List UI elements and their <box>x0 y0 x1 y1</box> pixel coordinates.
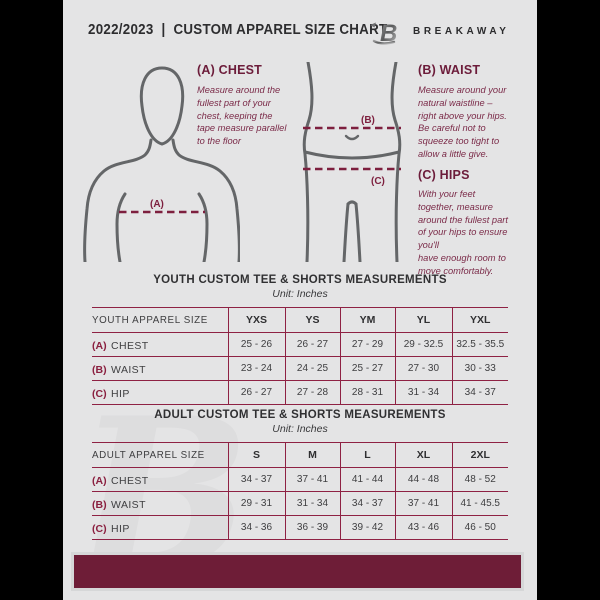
size-value: 44 - 48 <box>394 467 452 492</box>
size-value: 25 - 27 <box>339 356 395 381</box>
youth-hip-row: (C) HIP 26 - 27 27 - 28 28 - 31 31 - 34 … <box>92 380 508 405</box>
row-label: (C) HIP <box>92 387 130 400</box>
column-header: L <box>339 442 395 468</box>
column-header: YOUTH APPAREL SIZE <box>92 314 208 326</box>
hips-heading: (C) HIPS <box>418 168 470 182</box>
waist-heading: (B) WAIST <box>418 63 481 77</box>
adult-table-unit: Unit: Inches <box>272 423 328 435</box>
svg-text:B: B <box>380 20 397 47</box>
adult-table-title: ADULT CUSTOM TEE & SHORTS MEASUREMENTS <box>154 409 446 421</box>
row-label: (A) CHEST <box>92 339 149 352</box>
adult-size-table: ADULT APPAREL SIZE S M L XL 2XL (A) CHES… <box>92 442 508 540</box>
waist-marker-label: (B) <box>361 115 375 126</box>
size-value: 32.5 - 35.5 <box>451 332 508 357</box>
size-value: 37 - 41 <box>284 467 340 492</box>
size-value: 31 - 34 <box>284 491 340 516</box>
torso-chest-figure: (A) <box>83 66 240 262</box>
size-value: 28 - 31 <box>339 380 395 405</box>
adult-header-row: ADULT APPAREL SIZE S M L XL 2XL <box>92 442 508 468</box>
size-value: 37 - 41 <box>394 491 452 516</box>
size-value: 46 - 50 <box>451 515 508 540</box>
youth-waist-row: (B) WAIST 23 - 24 24 - 25 25 - 27 27 - 3… <box>92 356 508 381</box>
size-value: 26 - 27 <box>227 380 285 405</box>
row-label: (C) HIP <box>92 522 130 535</box>
breakaway-b-logo-icon: B <box>368 20 397 47</box>
chest-heading: (A) CHEST <box>197 63 262 77</box>
column-header: YS <box>284 307 340 333</box>
size-value: 36 - 39 <box>284 515 340 540</box>
size-value: 41 - 45.5 <box>451 491 508 516</box>
column-header: YM <box>339 307 395 333</box>
letterbox-left <box>0 0 63 600</box>
youth-table-title: YOUTH CUSTOM TEE & SHORTS MEASUREMENTS <box>153 274 447 286</box>
column-header: YXS <box>227 307 285 333</box>
letterbox-right <box>537 0 600 600</box>
page-title: 2022/2023 | CUSTOM APPAREL SIZE CHART <box>88 22 388 38</box>
row-label: (B) WAIST <box>92 498 146 511</box>
adult-hip-row: (C) HIP 34 - 36 36 - 39 39 - 42 43 - 46 … <box>92 515 508 540</box>
size-value: 41 - 44 <box>339 467 395 492</box>
size-value: 26 - 27 <box>284 332 340 357</box>
size-value: 30 - 33 <box>451 356 508 381</box>
hips-description: With your feet together, measure around … <box>418 189 508 276</box>
youth-header-row: YOUTH APPAREL SIZE YXS YS YM YL YXL <box>92 307 508 333</box>
brand-logo-group: B BREAKAWAY <box>366 17 516 47</box>
size-value: 24 - 25 <box>284 356 340 381</box>
adult-waist-row: (B) WAIST 29 - 31 31 - 34 34 - 37 37 - 4… <box>92 491 508 516</box>
row-label: (A) CHEST <box>92 474 149 487</box>
column-header: S <box>227 442 285 468</box>
column-header: 2XL <box>451 442 508 468</box>
size-value: 34 - 37 <box>227 467 285 492</box>
youth-size-table: YOUTH APPAREL SIZE YXS YS YM YL YXL (A) … <box>92 307 508 405</box>
size-value: 31 - 34 <box>394 380 452 405</box>
size-value: 27 - 29 <box>339 332 395 357</box>
size-value: 23 - 24 <box>227 356 285 381</box>
size-value: 34 - 37 <box>451 380 508 405</box>
youth-chest-row: (A) CHEST 25 - 26 26 - 27 27 - 29 29 - 3… <box>92 332 508 357</box>
size-value: 34 - 37 <box>339 491 395 516</box>
size-value: 29 - 32.5 <box>394 332 452 357</box>
youth-table-unit: Unit: Inches <box>272 288 328 300</box>
waist-description: Measure around your natural waistline – … <box>418 85 507 160</box>
size-value: 29 - 31 <box>227 491 285 516</box>
adult-chest-row: (A) CHEST 34 - 37 37 - 41 41 - 44 44 - 4… <box>92 467 508 492</box>
column-header: XL <box>394 442 452 468</box>
size-value: 43 - 46 <box>394 515 452 540</box>
column-header: ADULT APPAREL SIZE <box>92 449 205 461</box>
size-chart-page: 2022/2023 | CUSTOM APPAREL SIZE CHART B … <box>63 0 537 600</box>
hips-marker-label: (C) <box>371 176 385 187</box>
row-label: (B) WAIST <box>92 363 146 376</box>
column-header: YL <box>394 307 452 333</box>
chest-marker-label: (A) <box>150 199 164 210</box>
size-value: 39 - 42 <box>339 515 395 540</box>
size-value: 34 - 36 <box>227 515 285 540</box>
column-header: YXL <box>451 307 508 333</box>
size-value: 27 - 28 <box>284 380 340 405</box>
waist-hips-figure: (B) (C) <box>302 62 402 262</box>
column-header: M <box>284 442 340 468</box>
size-value: 48 - 52 <box>451 467 508 492</box>
size-value: 27 - 30 <box>394 356 452 381</box>
brand-name: BREAKAWAY <box>413 26 510 37</box>
size-value: 25 - 26 <box>227 332 285 357</box>
footer-bar <box>71 552 524 591</box>
chest-description: Measure around the fullest part of your … <box>197 85 287 147</box>
